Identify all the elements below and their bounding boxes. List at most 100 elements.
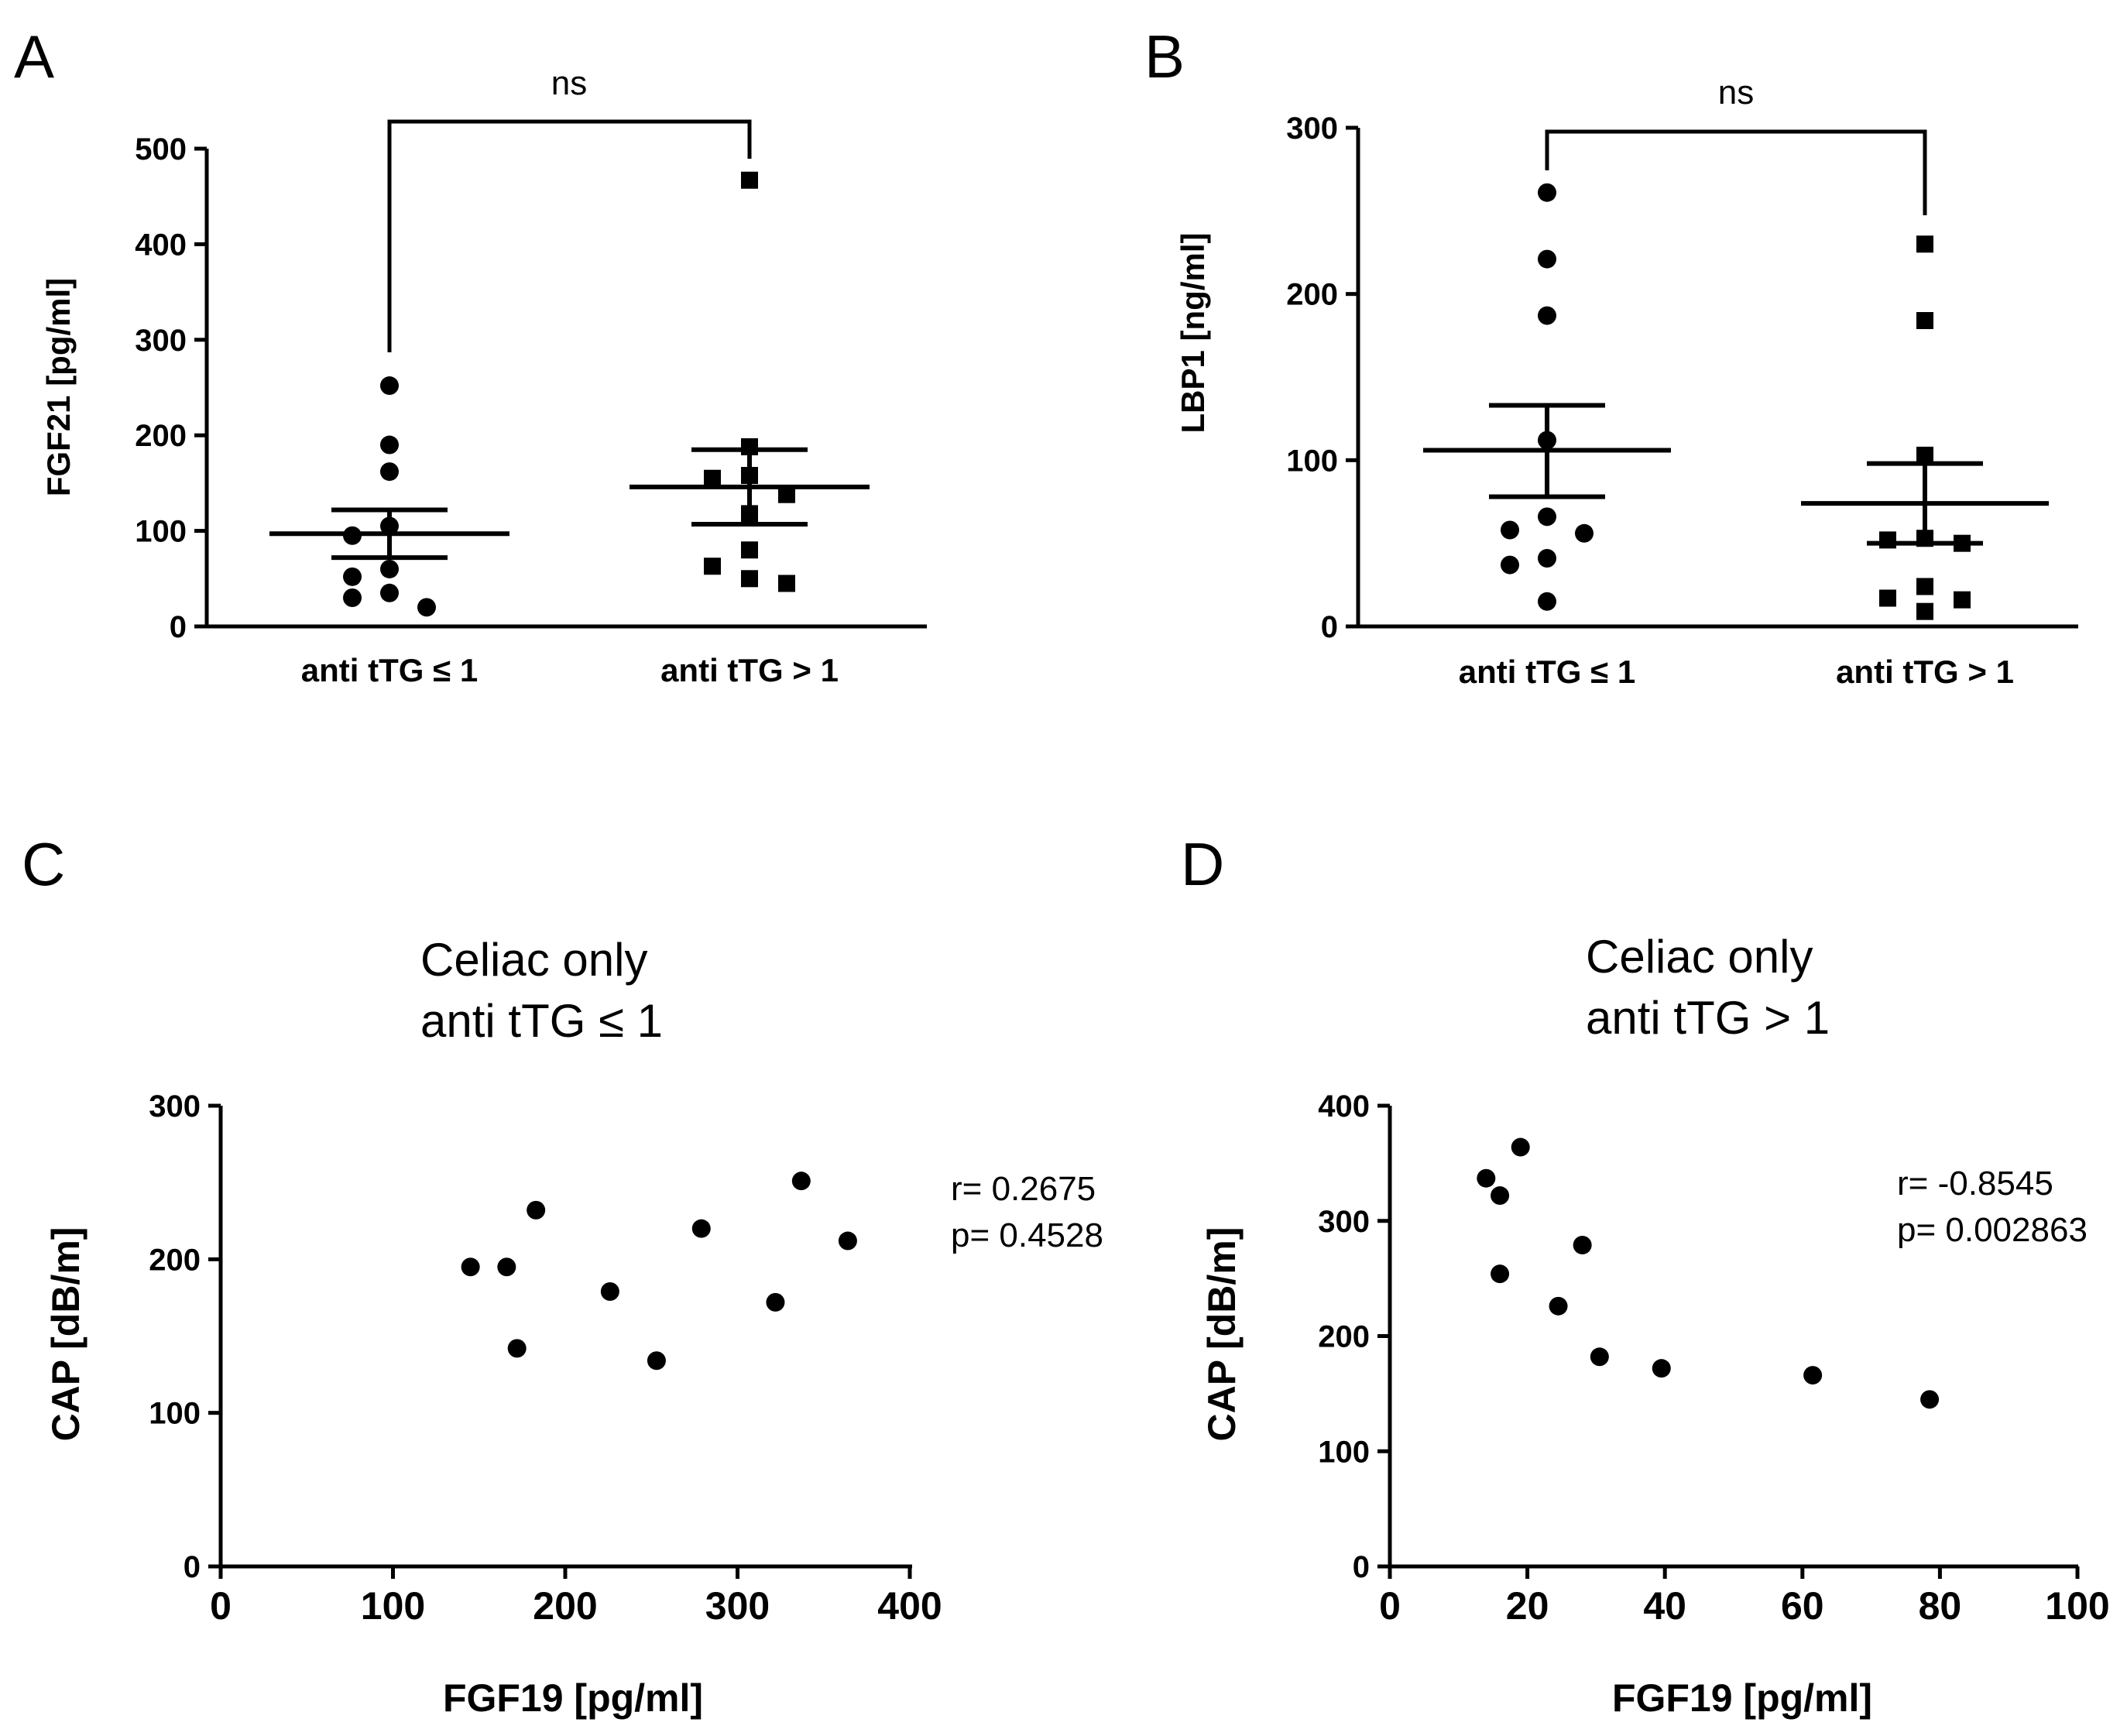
panel-b-g1-point-9 bbox=[1916, 602, 1933, 620]
panel-b-y-ticks: 0 100 200 300 bbox=[1286, 112, 1358, 644]
panel-d-point-7 bbox=[1652, 1359, 1671, 1378]
panel-b-g0-point-2 bbox=[1538, 306, 1556, 325]
panel-b-g0-point-0 bbox=[1538, 183, 1556, 202]
panel-c-r-value: r= 0.2675 bbox=[951, 1170, 1096, 1208]
panel-a-group-0 bbox=[269, 376, 509, 617]
panel-b-g1-point-0 bbox=[1916, 235, 1933, 253]
panel-c-x-label: FGF19 [pg/ml] bbox=[443, 1676, 703, 1720]
panel-a-g1-point-6 bbox=[741, 541, 758, 559]
panel-c-point-1 bbox=[497, 1257, 516, 1277]
panel-b-g0-point-9 bbox=[1538, 592, 1556, 611]
panel-d-title-line-1: Celiac only bbox=[1586, 931, 1813, 983]
panel-d-point-2 bbox=[1491, 1264, 1510, 1284]
panel-a-g0-point-6 bbox=[343, 567, 362, 586]
panel-c-points bbox=[461, 1172, 857, 1371]
panel-b-g1-point-8 bbox=[1954, 591, 1971, 609]
panel-c-x-tick-1: 100 bbox=[361, 1584, 425, 1628]
panel-a-g1-point-3 bbox=[704, 469, 721, 487]
panel-a-g0-point-9 bbox=[417, 598, 436, 617]
panel-c-point-4 bbox=[600, 1281, 619, 1301]
panel-c-letter: C bbox=[22, 830, 65, 898]
panel-b-y-tick-0: 0 bbox=[1321, 610, 1338, 644]
panel-d-y-tick-3: 300 bbox=[1318, 1205, 1370, 1239]
panel-b-group-0 bbox=[1423, 183, 1671, 611]
panel-a-significance-label: ns bbox=[551, 64, 587, 102]
panel-d-y-label: CAP [dB/m] bbox=[1200, 1227, 1244, 1442]
panel-b-x-tick-0: anti tTG ≤ 1 bbox=[1459, 654, 1635, 690]
panel-c: C Celiac only anti tTG ≤ 1 0 100 200 300 0 1… bbox=[22, 830, 1103, 1720]
panel-d-y-tick-4: 400 bbox=[1318, 1089, 1370, 1124]
panel-b-g1-point-6 bbox=[1916, 578, 1933, 595]
panel-d-point-6 bbox=[1590, 1347, 1609, 1367]
panel-b-g0-point-7 bbox=[1538, 548, 1556, 568]
panel-a-letter: A bbox=[14, 22, 54, 91]
panel-d-x-ticks: 0 20 40 60 80 100 bbox=[1379, 1566, 2110, 1628]
panel-b-g1-point-4 bbox=[1879, 531, 1896, 549]
panel-c-x-tick-2: 200 bbox=[533, 1584, 597, 1628]
panel-b-significance-bracket bbox=[1545, 129, 1927, 215]
panel-d-x-label: FGF19 [pg/ml] bbox=[1612, 1676, 1872, 1720]
panel-c-point-7 bbox=[766, 1292, 785, 1312]
panel-a-y-ticks: 0 100 200 300 400 500 bbox=[135, 132, 207, 644]
panel-d-x-tick-4: 80 bbox=[1919, 1584, 1962, 1628]
panel-a-y-tick-5: 500 bbox=[135, 132, 187, 166]
panel-a-g1-point-0 bbox=[741, 171, 758, 189]
panel-a: A 0 100 200 300 400 500 anti tTG ≤ 1 anti tTG… bbox=[14, 22, 927, 688]
panel-d-letter: D bbox=[1181, 830, 1224, 898]
panel-c-point-5 bbox=[647, 1351, 666, 1371]
panel-c-x-tick-3: 300 bbox=[705, 1584, 770, 1628]
panel-d-x-tick-0: 0 bbox=[1379, 1584, 1401, 1628]
panel-c-point-2 bbox=[507, 1339, 527, 1358]
panel-a-x-tick-1: anti tTG > 1 bbox=[660, 652, 839, 688]
panel-b-y-tick-1: 100 bbox=[1286, 444, 1338, 478]
panel-a-g0-point-2 bbox=[380, 462, 399, 482]
panel-d-y-tick-2: 200 bbox=[1318, 1320, 1370, 1354]
panel-c-point-3 bbox=[527, 1200, 546, 1220]
panel-d: D Celiac only anti tTG > 1 0 100 200 300 400… bbox=[1181, 830, 2110, 1720]
panel-b-significance-label: ns bbox=[1718, 74, 1754, 112]
panel-b-y-tick-2: 200 bbox=[1286, 278, 1338, 312]
panel-a-g1-point-9 bbox=[778, 575, 795, 592]
panel-b-y-label: LBP1 [ng/ml] bbox=[1175, 233, 1211, 434]
panel-d-r-value: r= -0.8545 bbox=[1897, 1165, 2053, 1203]
panel-b-g1-point-2 bbox=[1916, 446, 1933, 464]
panel-b-letter: B bbox=[1144, 22, 1185, 91]
panel-d-point-0 bbox=[1477, 1168, 1496, 1188]
panel-d-x-tick-5: 100 bbox=[2045, 1584, 2109, 1628]
panel-a-y-label: FGF21 [pg/ml] bbox=[40, 278, 77, 496]
panel-d-point-4 bbox=[1549, 1296, 1568, 1316]
panel-a-g1-point-7 bbox=[704, 558, 721, 575]
panel-b: B 0 100 200 300 anti tTG ≤ 1 anti tTG > 1 L… bbox=[1144, 22, 2078, 690]
panel-b-x-tick-1: anti tTG > 1 bbox=[1836, 654, 2014, 690]
panel-a-x-tick-0: anti tTG ≤ 1 bbox=[301, 652, 478, 688]
panel-d-y-ticks: 0 100 200 300 400 bbox=[1318, 1089, 1390, 1584]
panel-c-y-tick-0: 0 bbox=[184, 1550, 201, 1584]
panel-a-y-tick-4: 400 bbox=[135, 228, 187, 262]
panel-b-g0-point-8 bbox=[1501, 555, 1519, 575]
panel-b-y-tick-3: 300 bbox=[1286, 112, 1338, 146]
panel-c-y-tick-1: 100 bbox=[149, 1397, 201, 1431]
panel-b-g1-point-1 bbox=[1916, 312, 1933, 330]
panel-b-g0-point-6 bbox=[1575, 523, 1594, 543]
panel-a-significance-bracket bbox=[387, 119, 752, 352]
panel-c-x-tick-0: 0 bbox=[210, 1584, 232, 1628]
panel-c-point-9 bbox=[838, 1231, 857, 1251]
panel-b-group-1 bbox=[1801, 235, 2049, 620]
panel-d-point-5 bbox=[1573, 1235, 1592, 1254]
panel-d-p-value: p= 0.002863 bbox=[1897, 1211, 2088, 1249]
panel-b-g0-point-4 bbox=[1538, 507, 1556, 527]
panel-a-g1-point-4 bbox=[778, 485, 795, 503]
panel-a-group-1 bbox=[630, 171, 870, 592]
panel-c-y-label: CAP [dB/m] bbox=[44, 1227, 87, 1442]
panel-a-y-tick-0: 0 bbox=[170, 610, 187, 644]
panel-c-p-value: p= 0.4528 bbox=[951, 1216, 1103, 1254]
panel-d-point-8 bbox=[1803, 1366, 1823, 1385]
panel-b-g0-point-5 bbox=[1501, 520, 1519, 540]
panel-d-x-tick-3: 60 bbox=[1781, 1584, 1824, 1628]
panel-b-g0-point-1 bbox=[1538, 249, 1556, 269]
panel-d-x-tick-2: 40 bbox=[1643, 1584, 1686, 1628]
panel-c-x-ticks: 0 100 200 300 400 bbox=[210, 1566, 942, 1628]
panel-d-title-line-2: anti tTG > 1 bbox=[1586, 992, 1830, 1044]
panel-c-y-tick-2: 200 bbox=[149, 1243, 201, 1277]
panel-a-g0-point-8 bbox=[343, 588, 362, 607]
